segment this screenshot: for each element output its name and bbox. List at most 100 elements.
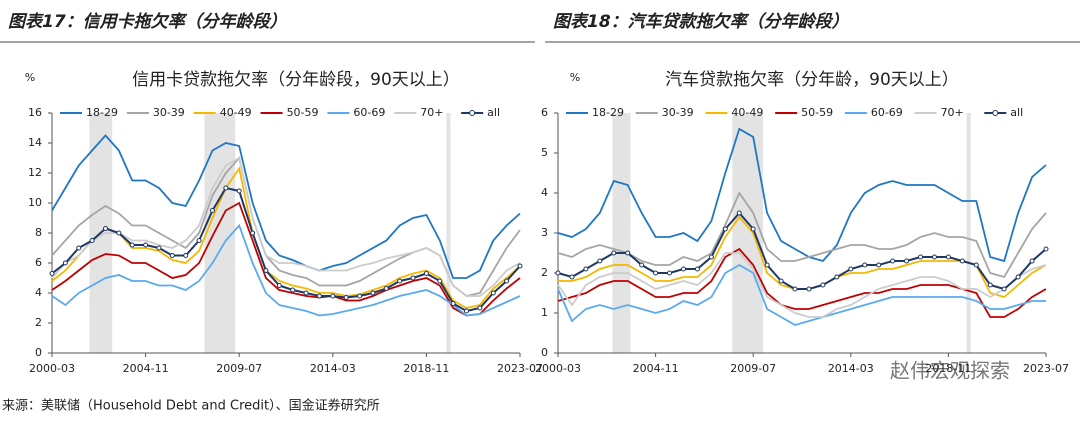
recession-band xyxy=(204,113,236,353)
point xyxy=(504,278,510,284)
legend-label: 70+ xyxy=(941,106,964,119)
point xyxy=(1029,258,1035,264)
x-tick-label: 2000-03 xyxy=(535,362,581,375)
y-tick-label: 1 xyxy=(541,306,548,319)
point xyxy=(209,208,215,213)
point xyxy=(959,258,965,264)
point xyxy=(357,293,363,299)
series-line xyxy=(557,252,1047,318)
recession-band xyxy=(966,113,971,353)
x-tick-label: 2023-07 xyxy=(1023,362,1069,375)
series-line xyxy=(557,191,1047,279)
point xyxy=(517,263,523,269)
x-tick-label: 2009-07 xyxy=(730,362,776,375)
y-tick-label: 0 xyxy=(541,346,548,359)
legend-label: all xyxy=(1010,106,1023,119)
point xyxy=(343,295,349,300)
y-tick-label: 5 xyxy=(541,146,548,159)
point xyxy=(169,253,175,258)
point xyxy=(410,275,416,281)
point xyxy=(876,262,882,268)
y-tick-label: 0 xyxy=(35,346,42,359)
series-line xyxy=(51,223,521,317)
y-axis-label: % xyxy=(570,71,580,84)
y-axis-label: % xyxy=(25,71,35,84)
point xyxy=(611,250,617,256)
point xyxy=(49,271,55,276)
series-line xyxy=(557,211,1047,291)
y-tick-label: 8 xyxy=(35,226,42,239)
y-tick-label: 14 xyxy=(28,136,42,149)
point xyxy=(806,286,812,292)
x-tick-label: 2014-03 xyxy=(828,362,874,375)
point xyxy=(102,226,108,231)
point xyxy=(76,245,82,251)
point xyxy=(370,290,376,296)
y-tick-label: 16 xyxy=(28,106,42,119)
point xyxy=(223,185,229,191)
point xyxy=(1015,274,1021,280)
x-tick-label: 2009-07 xyxy=(216,362,262,375)
point xyxy=(276,283,282,288)
legend-label: 18-29 xyxy=(592,106,624,119)
point xyxy=(316,293,322,299)
legend-label: 70+ xyxy=(420,106,443,119)
point xyxy=(62,260,68,266)
legend-marker xyxy=(992,110,999,116)
x-tick-label: 2004-11 xyxy=(123,362,169,375)
recession-band xyxy=(732,113,763,353)
point xyxy=(555,270,561,276)
y-tick-label: 6 xyxy=(35,256,42,269)
y-tick-label: 2 xyxy=(541,266,548,279)
point xyxy=(904,258,910,264)
point xyxy=(973,262,979,268)
point xyxy=(1043,246,1049,252)
legend-label: 50-59 xyxy=(287,106,319,119)
point xyxy=(143,242,149,248)
point xyxy=(250,230,256,236)
point xyxy=(750,226,756,232)
point xyxy=(330,293,336,299)
x-tick-label: 2018-11 xyxy=(403,362,449,375)
y-tick-label: 6 xyxy=(541,106,548,119)
point xyxy=(437,278,443,284)
source-note: 来源：美联储（Household Debt and Credit）、国金证券研究… xyxy=(2,398,380,414)
point xyxy=(667,270,673,276)
point xyxy=(736,210,742,216)
point xyxy=(625,250,631,256)
watermark: 赵伟宏观探索 xyxy=(890,359,1010,383)
x-tick-label: 2023-07 xyxy=(497,362,543,375)
legend-label: 60-69 xyxy=(871,106,903,119)
point xyxy=(639,262,645,268)
point xyxy=(423,271,429,276)
x-tick-label: 2018-11 xyxy=(925,362,971,375)
series-line xyxy=(51,134,521,279)
y-tick-label: 10 xyxy=(28,196,42,209)
legend-marker xyxy=(469,110,476,116)
point xyxy=(263,268,269,273)
point xyxy=(196,238,202,243)
legend-label: 60-69 xyxy=(353,106,385,119)
legend-label: 30-39 xyxy=(153,106,185,119)
recession-band xyxy=(446,113,451,353)
x-tick-label: 2004-11 xyxy=(633,362,679,375)
point xyxy=(583,266,589,272)
chart-heading: 图表18：汽车贷款拖欠率（分年龄段） xyxy=(553,12,849,32)
point xyxy=(653,270,659,276)
point xyxy=(397,278,403,284)
legend-label: 18-29 xyxy=(86,106,118,119)
point xyxy=(156,245,162,251)
point xyxy=(450,301,456,306)
point xyxy=(694,266,700,272)
y-tick-label: 2 xyxy=(35,316,42,329)
series-line xyxy=(51,186,521,313)
point xyxy=(708,254,714,260)
point xyxy=(918,254,924,260)
legend-label: 40-49 xyxy=(220,106,252,119)
point xyxy=(236,188,242,194)
series-line xyxy=(557,263,1046,326)
x-tick-label: 2000-03 xyxy=(29,362,75,375)
point xyxy=(290,287,296,293)
point xyxy=(129,242,135,248)
point xyxy=(764,262,770,268)
